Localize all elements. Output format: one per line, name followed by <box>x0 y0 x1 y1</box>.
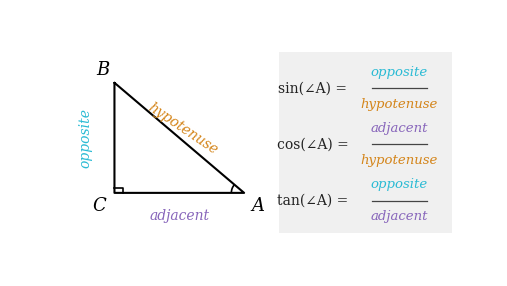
Text: opposite: opposite <box>371 178 428 191</box>
Text: hypotenuse: hypotenuse <box>360 154 438 167</box>
Text: C: C <box>92 197 105 215</box>
Text: adjacent: adjacent <box>371 210 428 223</box>
Bar <box>279 109 452 175</box>
Text: cos(∠A) =: cos(∠A) = <box>277 138 349 151</box>
Text: sin(∠A) =: sin(∠A) = <box>278 81 347 95</box>
Text: A: A <box>251 197 264 215</box>
Text: opposite: opposite <box>78 108 92 168</box>
Text: adjacent: adjacent <box>371 122 428 135</box>
Bar <box>279 52 452 122</box>
Bar <box>279 166 452 233</box>
Text: tan(∠A) =: tan(∠A) = <box>277 194 348 208</box>
Text: hypotenuse: hypotenuse <box>146 101 221 158</box>
Text: B: B <box>96 61 110 79</box>
Text: adjacent: adjacent <box>149 209 209 223</box>
Text: hypotenuse: hypotenuse <box>360 98 438 111</box>
Text: opposite: opposite <box>371 66 428 79</box>
